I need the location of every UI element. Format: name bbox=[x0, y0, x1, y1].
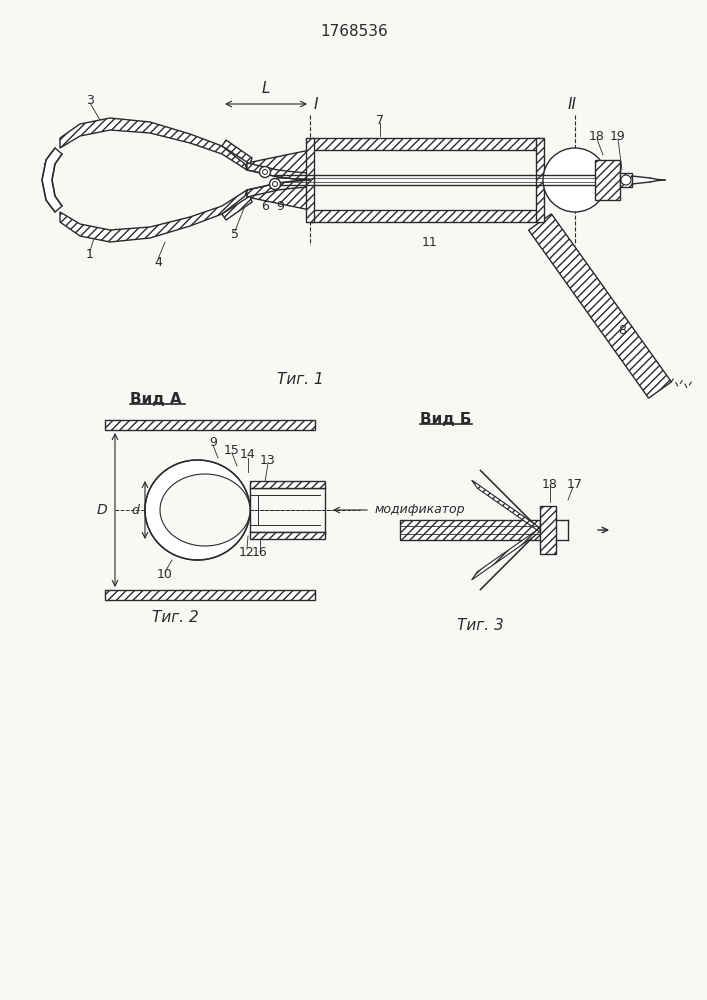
Polygon shape bbox=[247, 163, 310, 180]
Text: II: II bbox=[568, 97, 577, 112]
Text: Вид Б: Вид Б bbox=[420, 412, 472, 428]
Text: Τиг. 1: Τиг. 1 bbox=[276, 372, 323, 387]
Text: Τиг. 3: Τиг. 3 bbox=[457, 617, 503, 633]
Polygon shape bbox=[222, 196, 252, 220]
Polygon shape bbox=[250, 532, 325, 539]
Polygon shape bbox=[145, 460, 250, 560]
Text: 15: 15 bbox=[224, 444, 240, 456]
Text: L: L bbox=[262, 81, 270, 96]
Polygon shape bbox=[536, 138, 544, 222]
Polygon shape bbox=[529, 214, 672, 398]
Text: 17: 17 bbox=[567, 478, 583, 490]
Polygon shape bbox=[247, 150, 310, 179]
Text: Τиг. 2: Τиг. 2 bbox=[151, 610, 199, 626]
Text: 13: 13 bbox=[260, 454, 276, 466]
Text: 5: 5 bbox=[231, 228, 239, 240]
Text: 7: 7 bbox=[376, 113, 384, 126]
Text: D: D bbox=[96, 503, 107, 517]
Polygon shape bbox=[60, 190, 247, 242]
Text: 18: 18 bbox=[542, 478, 558, 490]
Circle shape bbox=[269, 178, 281, 190]
Polygon shape bbox=[472, 526, 543, 580]
Text: d: d bbox=[131, 504, 139, 516]
Polygon shape bbox=[480, 470, 544, 534]
Text: 9: 9 bbox=[276, 200, 284, 213]
Polygon shape bbox=[160, 474, 250, 546]
Polygon shape bbox=[247, 180, 310, 197]
Polygon shape bbox=[480, 526, 544, 590]
Polygon shape bbox=[310, 210, 540, 222]
Polygon shape bbox=[400, 520, 540, 540]
Circle shape bbox=[262, 169, 267, 174]
Text: 2: 2 bbox=[42, 161, 50, 174]
Circle shape bbox=[621, 175, 631, 185]
Text: 10: 10 bbox=[157, 568, 173, 582]
Polygon shape bbox=[222, 140, 252, 164]
Polygon shape bbox=[250, 481, 325, 488]
Polygon shape bbox=[310, 138, 540, 150]
Text: 16: 16 bbox=[252, 546, 268, 558]
Text: 9: 9 bbox=[209, 436, 217, 448]
Circle shape bbox=[272, 182, 278, 186]
Text: 19: 19 bbox=[610, 129, 626, 142]
Text: 12: 12 bbox=[239, 546, 255, 558]
Text: 4: 4 bbox=[154, 255, 162, 268]
Polygon shape bbox=[247, 181, 310, 210]
Circle shape bbox=[259, 166, 271, 178]
Text: 8: 8 bbox=[618, 324, 626, 336]
Polygon shape bbox=[60, 118, 247, 170]
Text: 3: 3 bbox=[86, 94, 94, 106]
Text: 1768536: 1768536 bbox=[320, 24, 388, 39]
Polygon shape bbox=[540, 506, 556, 554]
Text: I: I bbox=[314, 97, 318, 112]
Polygon shape bbox=[595, 160, 620, 200]
Polygon shape bbox=[42, 148, 62, 212]
Polygon shape bbox=[620, 173, 632, 187]
Text: Вид А: Вид А bbox=[130, 392, 182, 408]
Text: 11: 11 bbox=[422, 235, 438, 248]
Polygon shape bbox=[105, 420, 315, 430]
Polygon shape bbox=[306, 138, 314, 222]
Polygon shape bbox=[105, 590, 315, 600]
Circle shape bbox=[543, 148, 607, 212]
Polygon shape bbox=[472, 480, 543, 534]
Text: 1: 1 bbox=[86, 247, 94, 260]
Text: 14: 14 bbox=[240, 448, 256, 462]
Text: модификатор: модификатор bbox=[375, 504, 465, 516]
Text: 6: 6 bbox=[261, 200, 269, 213]
Text: 18: 18 bbox=[589, 129, 605, 142]
